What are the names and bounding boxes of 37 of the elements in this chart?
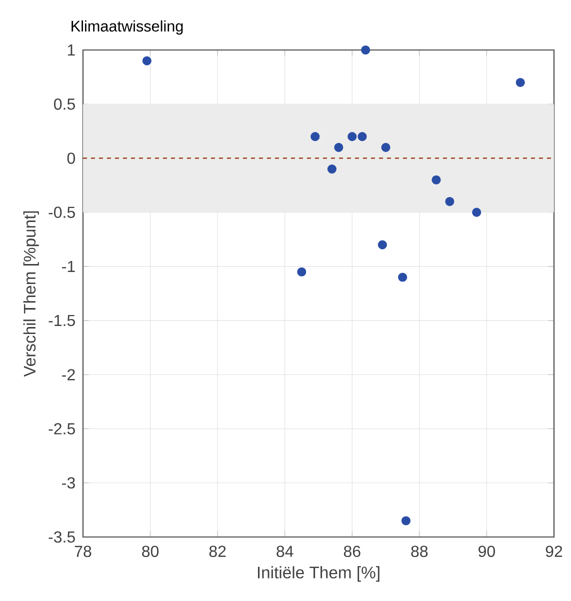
point — [381, 142, 390, 152]
point — [361, 45, 370, 55]
x-tick-label: 92 — [546, 546, 562, 558]
y-tick-label: -1 — [62, 260, 75, 272]
point — [327, 164, 336, 174]
point — [378, 240, 387, 250]
y-tick-label: 0.5 — [54, 98, 75, 110]
x-tick-label: 80 — [142, 546, 159, 558]
point — [472, 208, 482, 217]
point — [516, 78, 525, 88]
point — [310, 132, 320, 142]
x-tick-label: 78 — [74, 546, 92, 558]
x-tick-label: 82 — [209, 546, 226, 558]
point — [297, 267, 306, 276]
x-tick-label: 90 — [478, 546, 495, 558]
point — [432, 175, 441, 184]
point — [348, 132, 357, 142]
point — [398, 272, 408, 282]
point — [358, 132, 367, 142]
point — [142, 56, 152, 66]
x-tick-label: 88 — [411, 546, 428, 558]
point — [445, 196, 454, 206]
x-axis-title: Initiële Them [%] — [258, 566, 380, 582]
y-tick-label: -0.5 — [48, 206, 75, 218]
y-axis-title: Verschil Them [%punt] — [23, 211, 39, 377]
y-tick-label: -3 — [62, 477, 75, 489]
x-tick-label: 86 — [344, 546, 360, 558]
y-tick-label: 1 — [68, 44, 75, 56]
point — [334, 142, 344, 152]
y-tick-label: 0 — [67, 152, 76, 164]
x-tick-label: 84 — [276, 546, 294, 558]
y-tick-label: -3.5 — [48, 531, 75, 543]
y-tick-label: -1.5 — [48, 314, 75, 326]
y-tick-label: -2.5 — [48, 423, 75, 434]
chart-title: Klimaatwisseling — [72, 20, 183, 35]
point — [401, 516, 410, 526]
y-tick-label: -2 — [62, 369, 75, 380]
